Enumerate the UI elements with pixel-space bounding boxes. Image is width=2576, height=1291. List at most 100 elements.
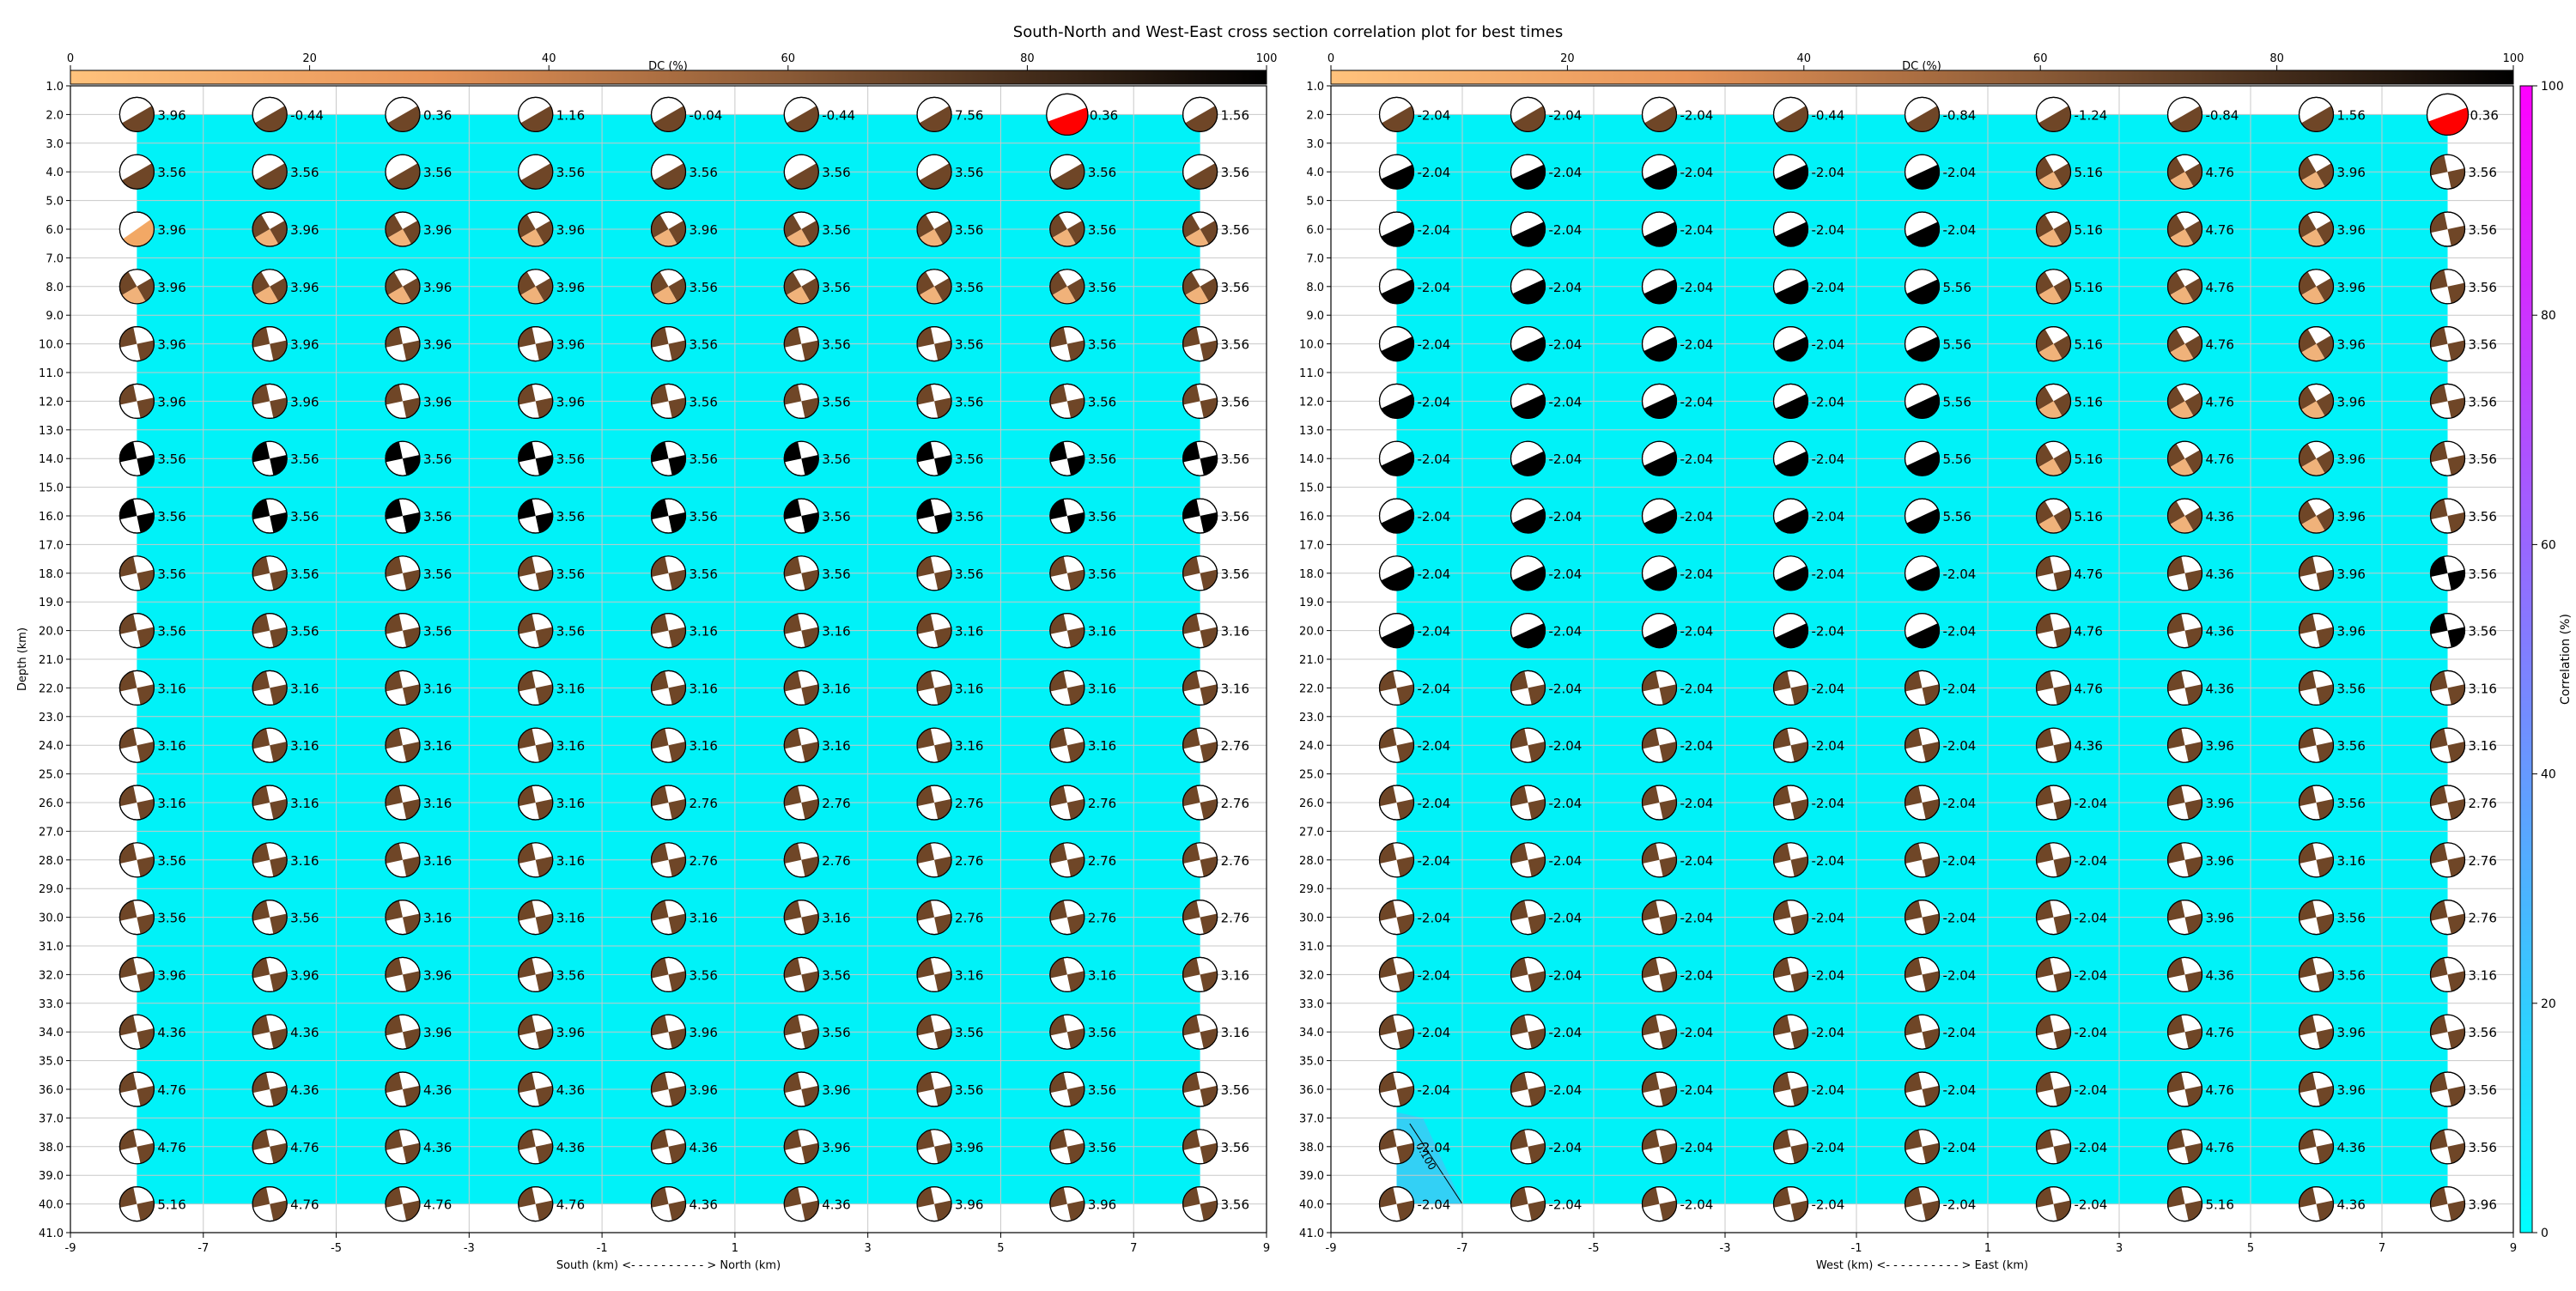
beachball [2166,498,2203,534]
time-shift-label: -2.04 [1680,738,1714,754]
best-solution-beachball [1046,93,1089,136]
beachball [1182,555,1218,591]
time-shift-label: 3.56 [822,509,850,524]
time-shift-label: -2.04 [1943,738,1977,754]
beachball [2298,612,2335,649]
beachball [518,899,554,936]
time-shift-label: 4.36 [556,1140,585,1155]
beachball [2429,670,2466,706]
time-shift-label: 3.16 [1221,681,1249,696]
beachball [2166,96,2203,132]
time-shift-label: -2.04 [1418,1197,1451,1213]
beachball [1510,1071,1546,1107]
time-shift-label: 3.96 [157,967,185,983]
time-shift-label: 3.56 [955,222,983,238]
time-shift-label: -2.04 [1418,337,1451,353]
time-shift-label: 3.56 [2337,681,2366,696]
dc-colorbar-left-tick-label: 60 [781,52,796,65]
time-shift-label: -2.04 [1549,280,1583,295]
time-shift-label: 3.56 [1088,1025,1116,1040]
time-shift-label: 3.96 [955,1140,983,1155]
y-tick-label: 21.0 [39,654,64,667]
time-shift-label: -2.04 [2075,967,2108,983]
correlation-colorbar-tick-label: 40 [2541,768,2556,782]
beachball [252,612,288,649]
time-shift-label: 3.16 [1088,681,1116,696]
time-shift-label: 3.56 [423,509,452,524]
beachball [1641,154,1678,190]
beachball [2298,1014,2335,1050]
beachball [518,498,554,534]
time-shift-label: -2.04 [1680,452,1714,467]
time-shift-label: 3.16 [1221,624,1249,639]
time-shift-label: 5.16 [2075,222,2103,238]
time-shift-label: 3.96 [157,394,185,409]
time-shift-label: 5.16 [2075,280,2103,295]
time-shift-label: -2.04 [1680,165,1714,180]
dc-colorbar-right-tick-label: 80 [2269,52,2284,65]
y-tick-label: 35.0 [1299,1056,1324,1069]
beachball [2035,956,2072,993]
time-shift-label: -2.04 [1680,624,1714,639]
time-shift-label: 3.56 [423,165,452,180]
beachball [1182,899,1218,936]
time-shift-label: 3.56 [2469,280,2497,295]
time-shift-label: -2.04 [1418,509,1451,524]
beachball [2035,727,2072,763]
time-shift-label: 3.56 [1221,452,1249,467]
time-shift-label: -2.04 [1812,1025,1845,1040]
beachball [385,670,421,706]
beachball [118,269,155,305]
correlation-colorbar-bar [2519,85,2533,1233]
time-shift-label: 3.56 [157,567,185,582]
correlation-colorbar: Correlation (%) 0 20 40 60 80 100 [2519,80,2573,1240]
y-tick-label: 12.0 [39,396,64,409]
time-shift-label: 3.96 [2337,165,2366,180]
time-shift-label: 3.56 [2469,165,2497,180]
time-shift-label: 3.56 [955,394,983,409]
beachball [518,154,554,190]
time-shift-label: 3.56 [556,567,585,582]
beachball [1049,211,1085,247]
time-shift-label: 2.76 [822,853,850,869]
beachball [1378,612,1415,649]
beachball [518,842,554,878]
time-shift-label: 3.96 [2337,452,2366,467]
time-shift-label: 3.56 [423,624,452,639]
y-tick-label: 1.0 [1306,81,1324,94]
beachball [916,326,952,362]
time-shift-label: 4.76 [556,1197,585,1213]
beachball [1378,96,1415,132]
time-shift-label: 3.96 [2206,911,2234,926]
beachball [916,1071,952,1107]
x-tick-label: 1 [1984,1242,1991,1255]
x-tick-label: -5 [331,1242,342,1255]
time-shift-label: -2.04 [1418,280,1451,295]
beachball [1378,842,1415,878]
beachball [518,1071,554,1107]
beachball [252,842,288,878]
time-shift-label: 3.56 [556,509,585,524]
time-shift-label: 3.56 [1088,509,1116,524]
beachball [1772,899,1809,936]
beachball [385,326,421,362]
beachball [118,154,155,190]
time-shift-label: -2.04 [2075,1025,2108,1040]
beachball [1904,842,1941,878]
time-shift-label: 4.76 [2206,165,2234,180]
y-tick-label: 38.0 [39,1142,64,1155]
time-shift-label: 2.76 [1088,853,1116,869]
time-shift-label: 3.16 [423,738,452,754]
beachball [1049,440,1085,476]
time-shift-label: 3.56 [822,967,850,983]
beachball [118,956,155,993]
beachball [1510,154,1546,190]
correlation-colorbar-tick-label: 60 [2541,538,2556,552]
beachball [2166,269,2203,305]
beachball [385,956,421,993]
beachball [2298,326,2335,362]
time-shift-label: -2.04 [1680,509,1714,524]
beachball [1772,326,1809,362]
x-tick-label: 9 [1263,1242,1270,1255]
beachball [1378,670,1415,706]
